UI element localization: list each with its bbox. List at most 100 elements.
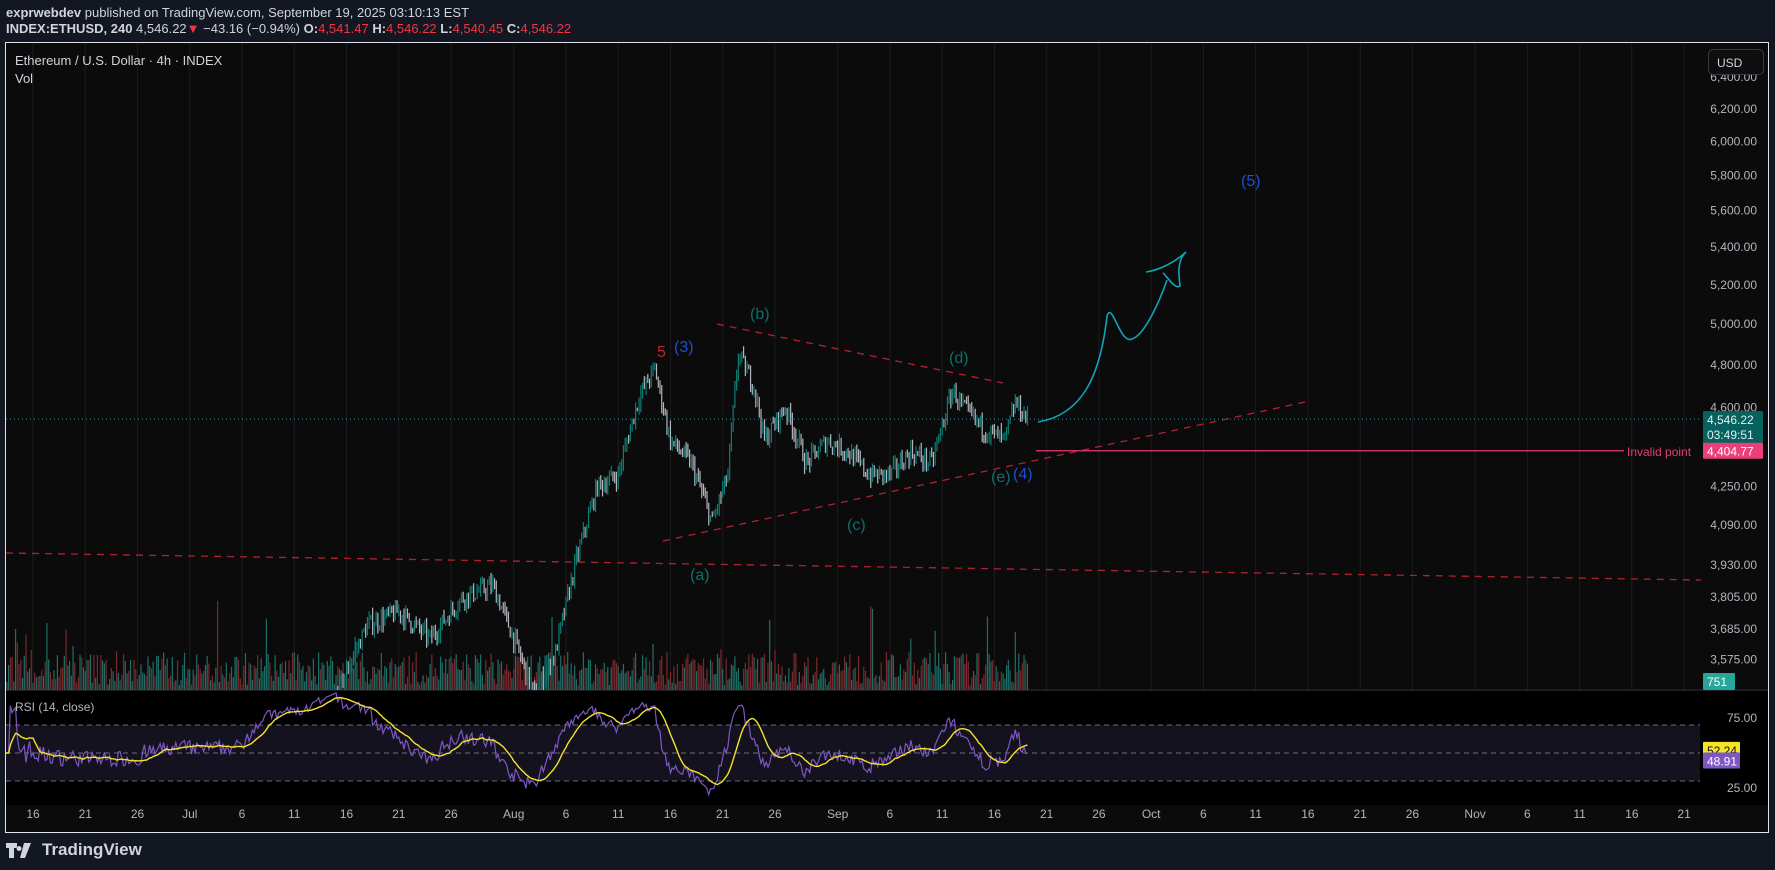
volume-bar bbox=[30, 649, 32, 690]
volume-bar bbox=[776, 673, 778, 690]
currency-button[interactable]: USD bbox=[1708, 49, 1764, 75]
volume-bar bbox=[563, 655, 565, 690]
volume-bar bbox=[772, 680, 774, 690]
volume-bar bbox=[770, 661, 773, 690]
volume-bar bbox=[183, 652, 186, 690]
volume-bar bbox=[274, 655, 276, 690]
volume-bar bbox=[354, 636, 356, 690]
volume-bar bbox=[220, 666, 222, 690]
volume-bar bbox=[594, 664, 597, 690]
volume-bar bbox=[544, 655, 546, 690]
volume-bar bbox=[110, 668, 112, 690]
volume-bar bbox=[239, 678, 241, 690]
tradingview-logo[interactable]: TradingView bbox=[6, 840, 142, 860]
volume-bar bbox=[86, 659, 88, 690]
volume-bar bbox=[246, 684, 248, 690]
volume-bar bbox=[480, 654, 482, 690]
volume-bar bbox=[506, 664, 508, 690]
candle-series bbox=[335, 346, 1029, 690]
chart-title: Ethereum / U.S. Dollar · 4h · INDEX bbox=[15, 53, 223, 68]
volume-bar bbox=[138, 674, 140, 690]
volume-bar bbox=[608, 684, 611, 690]
volume-bar bbox=[612, 660, 614, 690]
published-text: published on TradingView.com, September … bbox=[84, 5, 470, 20]
time-tick-label: 26 bbox=[768, 807, 782, 821]
volume-bar bbox=[100, 654, 102, 690]
volume-bar bbox=[382, 675, 384, 690]
volume-bar bbox=[711, 662, 713, 690]
wave-label-5: (5) bbox=[1241, 173, 1261, 190]
volume-bar bbox=[673, 666, 675, 690]
volume-bar bbox=[600, 669, 602, 690]
time-tick-label: 16 bbox=[988, 807, 1002, 821]
volume-bar bbox=[385, 667, 388, 690]
volume-bar bbox=[1014, 631, 1016, 690]
volume-bar bbox=[838, 664, 840, 690]
volume-bar bbox=[824, 678, 827, 690]
volume-bar bbox=[126, 673, 128, 690]
volume-bar bbox=[877, 683, 879, 690]
price-tick-label: 5,600.00 bbox=[1710, 204, 1757, 218]
volume-bar bbox=[659, 660, 661, 690]
volume-bar bbox=[647, 675, 649, 690]
volume-bar bbox=[741, 685, 743, 690]
time-tick-label: 11 bbox=[288, 807, 301, 821]
volume-bar bbox=[967, 661, 969, 690]
volume-bar bbox=[1026, 663, 1029, 690]
volume-bar bbox=[122, 653, 125, 690]
volume-bar bbox=[758, 682, 760, 690]
volume-bar bbox=[816, 657, 818, 690]
volume-bar bbox=[589, 660, 591, 690]
volume-bar bbox=[401, 661, 403, 690]
volume-bar bbox=[497, 659, 499, 690]
author[interactable]: exprwebdev bbox=[6, 5, 82, 20]
volume-bar bbox=[81, 657, 83, 690]
volume-bar bbox=[746, 669, 748, 690]
volume-bar bbox=[530, 655, 532, 690]
rsi-tick-label: 75.00 bbox=[1727, 711, 1757, 725]
volume-bar bbox=[72, 646, 74, 690]
volume-bar bbox=[304, 681, 306, 690]
volume-bar bbox=[929, 653, 931, 690]
volume-bar bbox=[938, 652, 940, 690]
volume-bar bbox=[736, 671, 738, 690]
time-tick-label: 6 bbox=[1524, 807, 1531, 821]
volume-bar bbox=[786, 682, 788, 690]
volume-bar bbox=[962, 653, 964, 690]
volume-bar bbox=[225, 662, 227, 690]
volume-bar bbox=[863, 666, 865, 690]
rsi-tag: 48.91 bbox=[1703, 752, 1740, 769]
volume-bar bbox=[567, 652, 569, 690]
volume-bar bbox=[864, 670, 867, 690]
volume-bar bbox=[210, 680, 212, 690]
volume-bar bbox=[438, 679, 440, 690]
rsi-label[interactable]: RSI (14, close) bbox=[15, 700, 95, 714]
volume-bar bbox=[572, 675, 574, 690]
volume-bar bbox=[460, 670, 463, 690]
volume-bar bbox=[507, 670, 510, 690]
price-tick-label: 3,575.00 bbox=[1710, 652, 1757, 666]
volume-bar bbox=[55, 678, 57, 690]
invalid-price-tag-text: 4,404.77 bbox=[1707, 445, 1754, 459]
volume-bar bbox=[574, 665, 576, 690]
volume-bar bbox=[387, 682, 389, 690]
volume-bar bbox=[269, 662, 271, 690]
volume-bar bbox=[372, 666, 374, 690]
volume-bar bbox=[405, 684, 407, 690]
volume-bar bbox=[293, 652, 295, 690]
volume-bar bbox=[323, 664, 325, 690]
volume-bar bbox=[65, 629, 67, 690]
volume-bar bbox=[807, 656, 809, 690]
volume-bar bbox=[112, 671, 114, 690]
volume-bar bbox=[803, 662, 806, 690]
volume-tag: 751 bbox=[1703, 673, 1735, 690]
volume-bar bbox=[995, 666, 997, 690]
volume-bar bbox=[28, 668, 31, 690]
volume-bar bbox=[218, 681, 220, 690]
volume-bar bbox=[302, 665, 304, 690]
chart-canvas[interactable]: Invalid point 5 (3) (b) (d) (c) (a) (e) (4) (5) 6,… bbox=[6, 43, 1768, 832]
volume-bar bbox=[964, 663, 966, 690]
volume-bar bbox=[46, 623, 48, 690]
chart-frame[interactable]: Invalid point 5 (3) (b) (d) (c) (a) (e) (4) (5) 6,… bbox=[5, 42, 1769, 833]
volume-bar bbox=[286, 679, 288, 690]
